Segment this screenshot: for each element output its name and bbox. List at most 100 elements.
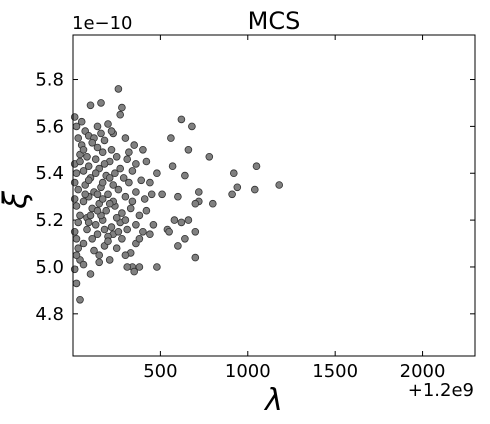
y-axis-label: ξ [0,190,34,210]
data-point [91,221,100,229]
data-point [70,178,79,187]
data-point [123,225,131,234]
axis-ticks: 500 1000 1500 2000 4.8 5.0 5.2 5.4 5.6 5.8 [35,35,475,382]
data-point [128,167,137,175]
data-point [191,199,200,208]
data-point [170,216,179,224]
data-point [72,279,81,288]
y-tick-label: 5.2 [35,210,64,231]
data-point [72,235,81,243]
data-point [93,206,102,215]
data-point [153,263,161,271]
data-point [121,134,130,142]
data-point [72,251,81,260]
data-point [76,295,84,304]
data-point [209,199,217,208]
data-point [174,192,182,201]
data-point [174,242,182,250]
data-point [111,169,119,178]
data-point [140,195,149,203]
data-point [93,122,102,131]
data-point [130,141,139,149]
data-point [91,155,100,164]
data-point [74,244,82,253]
data-point [252,162,261,171]
y-tick-label: 5.4 [35,163,64,184]
data-point [142,157,151,166]
data-point [88,235,96,243]
data-point [184,146,193,154]
data-point [70,195,79,203]
data-point [230,169,238,178]
data-point [128,197,137,206]
data-point [102,206,110,215]
data-point [142,206,151,215]
data-point [100,160,109,168]
y-tick-label: 4.8 [35,304,64,325]
data-point [104,190,112,199]
data-point [112,153,121,161]
data-point [114,85,123,93]
data-point [147,190,156,199]
data-point [86,211,95,220]
data-point [153,169,161,178]
x-axis-label: λ [263,383,283,418]
data-point [114,185,123,194]
data-point [123,155,131,164]
data-point [97,129,105,138]
data-point [84,162,93,171]
data-point [93,230,102,239]
data-point [74,185,82,194]
data-point [112,214,121,222]
data-point [104,237,112,246]
x-tick-label: 1500 [312,361,358,382]
data-point [79,197,88,206]
data-point [118,235,126,243]
x-tick-label: 1000 [225,361,271,382]
y-tick-label: 5.6 [35,116,64,137]
data-point [125,148,133,157]
data-point [70,113,79,121]
data-point [251,185,259,194]
data-point [72,169,81,178]
data-point [76,211,84,220]
data-point [165,228,173,236]
y-tick-label: 5.0 [35,257,64,278]
data-point [104,120,112,128]
data-point [167,134,175,142]
data-point [132,160,140,168]
data-point [118,209,126,217]
data-point [105,256,114,264]
data-point [109,181,117,189]
data-points [70,85,284,304]
data-point [137,176,146,185]
data-point [79,260,88,269]
chart-title: MCS [248,7,301,35]
data-point [121,216,130,224]
data-point [107,223,116,231]
data-point [98,148,107,157]
data-point [177,115,186,124]
data-point [83,153,91,161]
data-point [100,136,109,145]
data-point [146,230,154,239]
data-point [105,199,114,208]
data-point [188,122,196,131]
data-point [76,157,84,166]
data-point [79,167,88,175]
data-point [86,270,95,278]
data-point [114,228,123,236]
data-point [116,110,124,119]
y-tick-label: 5.8 [35,70,64,91]
data-point [95,258,103,267]
data-point [81,190,89,199]
data-point [107,127,116,135]
data-point [107,146,116,154]
data-point [119,174,128,182]
data-point [168,162,177,171]
y-multiplier-label: 1e−10 [72,13,133,34]
data-point [177,218,186,227]
data-point [90,246,98,255]
data-point [135,235,144,243]
